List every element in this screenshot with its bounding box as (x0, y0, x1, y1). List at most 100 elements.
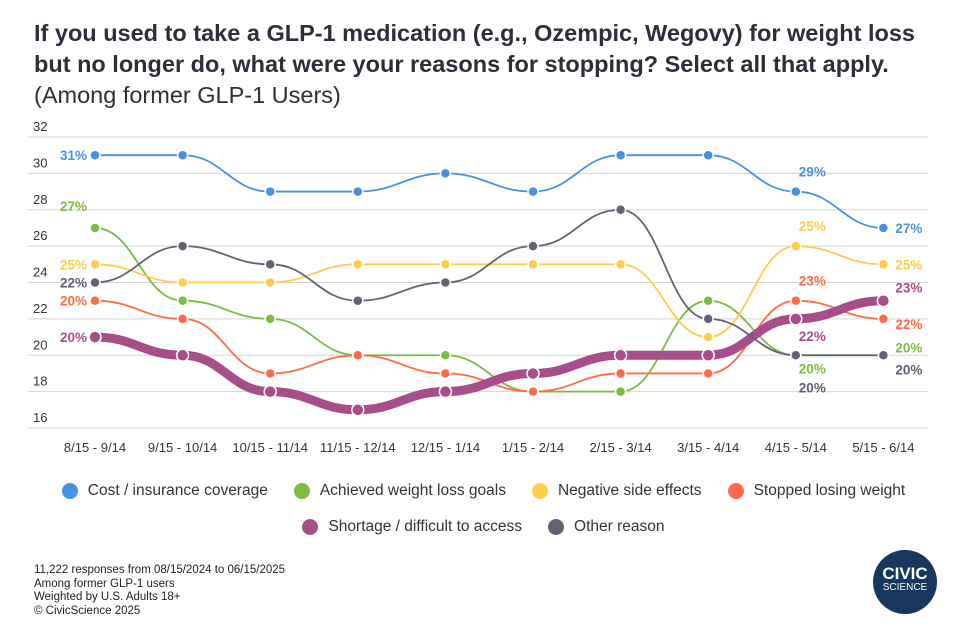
legend-marker-icon (727, 483, 744, 499)
data-label: 20% (895, 362, 922, 377)
legend-marker-icon (531, 483, 548, 499)
x-tick-label: 5/15 - 6/14 (852, 440, 914, 455)
legend-label: Cost / insurance coverage (87, 482, 268, 499)
y-tick-label: 28 (33, 192, 47, 207)
data-point (352, 258, 364, 271)
data-label: 22% (60, 276, 87, 291)
data-point (614, 204, 627, 216)
data-point (264, 185, 276, 198)
footnotes: 11,222 responses from 08/15/2024 to 06/1… (34, 564, 285, 618)
data-point (614, 367, 627, 380)
data-label: 20% (799, 361, 826, 376)
data-point (352, 349, 364, 361)
x-tick-label: 9/15 - 10/14 (148, 440, 217, 455)
footnote-population: Among former GLP-1 users (34, 577, 175, 590)
data-point (789, 312, 803, 326)
data-point (89, 258, 101, 271)
data-label: 23% (799, 274, 826, 289)
data-point (877, 313, 890, 325)
data-point (439, 349, 452, 361)
data-label: 27% (895, 221, 922, 236)
data-point (790, 240, 802, 252)
data-point (614, 385, 627, 398)
data-point (702, 367, 714, 380)
data-point (702, 294, 714, 307)
series-line-4 (90, 296, 888, 415)
data-point (89, 149, 101, 161)
legend-marker-icon (302, 519, 319, 535)
title-text: If you used to take a GLP-1 medication (… (34, 20, 915, 77)
data-point (352, 185, 364, 198)
data-point (264, 367, 276, 380)
data-point (176, 149, 189, 161)
legend-marker-icon (548, 519, 565, 535)
data-point (876, 293, 891, 308)
data-point (89, 276, 101, 289)
legend-item: Negative side effects (531, 482, 702, 500)
data-point (263, 384, 277, 399)
y-tick-label: 20 (33, 337, 47, 352)
y-tick-label: 30 (33, 155, 47, 170)
data-label: 29% (799, 165, 826, 180)
data-point (176, 240, 189, 252)
data-label: 20% (60, 330, 87, 345)
data-point (790, 185, 802, 198)
data-point (790, 294, 802, 307)
logo-line2: SCIENCE (882, 582, 928, 593)
legend-marker-icon (61, 483, 78, 499)
data-point (89, 294, 101, 307)
legend-row-2: Shortage / difficult to access Other reas… (0, 518, 967, 536)
legend-item: Other reason (548, 518, 665, 536)
chart-title: If you used to take a GLP-1 medication (… (34, 18, 954, 111)
data-point (264, 258, 276, 271)
logo-line1: CIVIC (882, 564, 928, 583)
data-point (176, 313, 189, 325)
data-point (877, 258, 890, 271)
x-tick-label: 2/15 - 3/14 (590, 440, 652, 455)
data-label: 20% (60, 294, 87, 309)
data-label: 22% (799, 329, 826, 344)
civicscience-logo: CIVIC SCIENCE (873, 550, 937, 614)
data-point (527, 258, 539, 271)
legend-item: Stopped losing weight (727, 482, 906, 500)
data-point (176, 294, 189, 307)
data-label: 27% (60, 199, 87, 214)
legend-label: Stopped losing weight (753, 482, 906, 499)
data-label: 31% (60, 148, 87, 163)
data-point (701, 348, 715, 362)
data-label: 25% (60, 257, 87, 272)
y-tick-label: 22 (33, 301, 47, 316)
data-point (614, 258, 627, 271)
title-subtitle: (Among former GLP-1 Users) (34, 82, 341, 108)
data-point (877, 349, 890, 361)
data-point (527, 240, 539, 252)
data-point (613, 348, 628, 362)
legend-label: Other reason (574, 518, 665, 535)
data-point (702, 331, 714, 343)
data-point (526, 366, 540, 381)
data-point (352, 294, 364, 307)
data-point (702, 313, 714, 325)
y-tick-label: 26 (33, 228, 47, 243)
legend-label: Achieved weight loss goals (319, 482, 506, 499)
x-tick-label: 11/15 - 12/14 (320, 440, 396, 455)
data-point (527, 385, 539, 398)
data-label: 23% (895, 281, 922, 296)
legend-item: Shortage / difficult to access (302, 518, 522, 536)
x-tick-label: 1/15 - 2/14 (502, 440, 564, 455)
legend-row-1: Cost / insurance coverage Achieved weight… (0, 482, 967, 500)
data-point (527, 185, 539, 198)
x-tick-label: 3/15 - 4/14 (677, 440, 739, 455)
x-tick-label: 10/15 - 11/14 (232, 440, 308, 455)
data-point (439, 258, 452, 271)
data-point (89, 222, 101, 234)
series-line-2 (94, 245, 885, 338)
data-point (439, 276, 452, 289)
footnote-responses: 11,222 responses from 08/15/2024 to 06/1… (34, 564, 286, 576)
data-point (702, 149, 714, 161)
x-tick-label: 8/15 - 9/14 (64, 440, 126, 455)
data-point (264, 276, 276, 289)
series-line-0 (94, 154, 885, 229)
